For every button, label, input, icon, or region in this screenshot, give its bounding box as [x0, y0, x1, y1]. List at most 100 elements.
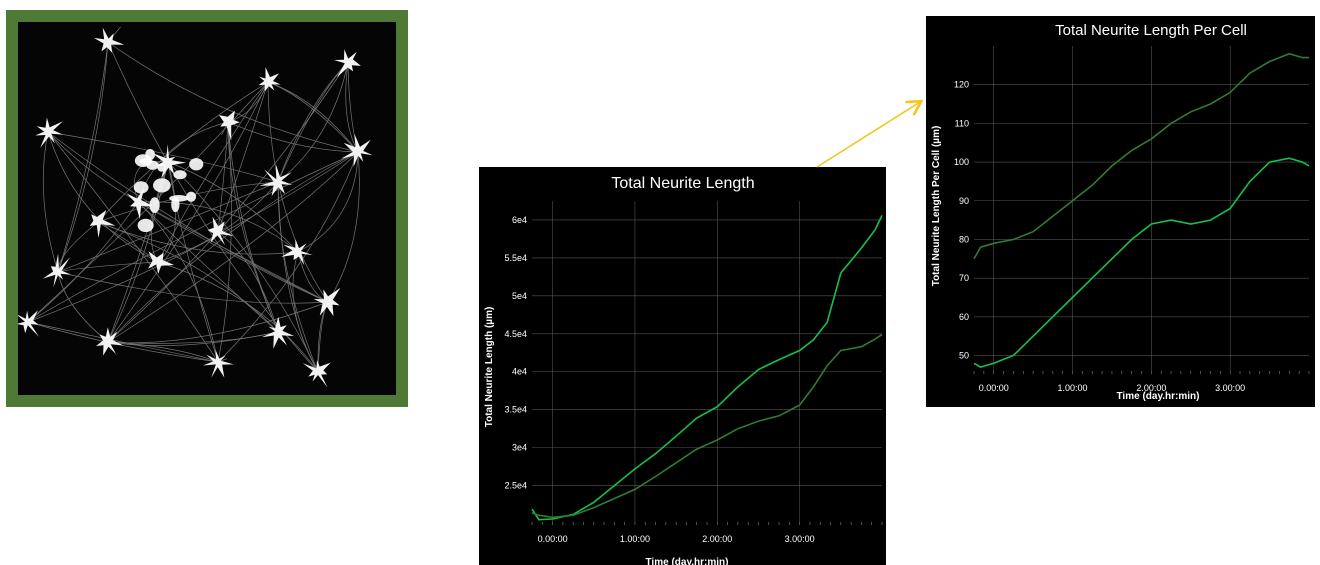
x-axis-label: Time (day.hr:min)	[646, 557, 729, 565]
neurite	[217, 81, 269, 233]
x-tick-label: 1.00:00	[620, 534, 650, 544]
cell-body	[219, 110, 240, 141]
chart-title: Total Neurite Length	[611, 175, 754, 192]
y-tick-label: 100	[954, 157, 969, 167]
cell-cluster-blob	[146, 160, 159, 170]
cell-body	[302, 360, 331, 388]
cell-cluster-blob	[157, 163, 166, 172]
neurite	[47, 131, 159, 263]
neurite	[277, 181, 319, 373]
neurite	[137, 201, 279, 333]
neurite-length-per-cell-chart: Total Neurite Length Per Cell Time (day.…	[926, 16, 1315, 407]
cell-body	[152, 144, 187, 179]
neurite	[227, 121, 279, 333]
cell-body	[202, 349, 234, 378]
x-tick-label: 3.00:00	[785, 534, 815, 544]
cell-body	[207, 216, 234, 246]
neurite	[217, 231, 279, 333]
neurite	[57, 41, 109, 273]
neurite	[47, 131, 219, 363]
y-tick-label: 50	[959, 351, 969, 361]
neurite	[137, 201, 299, 253]
y-tick-label: 80	[959, 234, 969, 244]
cell-body	[126, 187, 154, 220]
x-tick-label: 2.00:00	[702, 534, 732, 544]
neurite	[107, 331, 279, 344]
cell-cluster-blob	[169, 195, 189, 202]
chart-svg: Total Neurite Length Per Cell Time (day.…	[931, 22, 1310, 402]
neurite	[47, 131, 279, 183]
y-tick-label: 60	[959, 312, 969, 322]
y-tick-label: 3.5e4	[504, 405, 527, 415]
neurite	[167, 161, 299, 253]
cell-body	[148, 251, 175, 274]
neurite	[327, 151, 360, 303]
x-tick-label: 1.00:00	[1058, 383, 1088, 393]
neurite	[97, 221, 279, 333]
cell-body	[42, 253, 71, 287]
y-tick-label: 70	[959, 273, 969, 283]
x-axis-label: Time (day.hr:min)	[1117, 391, 1200, 402]
neurite	[57, 261, 159, 273]
cell-cluster-blob	[133, 181, 149, 194]
neurite	[57, 271, 329, 304]
neurite	[107, 41, 359, 153]
x-tick-label: 3.00:00	[1215, 383, 1245, 393]
y-tick-label: 3e4	[512, 443, 527, 453]
x-tick-label: 0.00:00	[538, 534, 568, 544]
cell-body	[281, 239, 313, 266]
cell-cluster-blob	[189, 158, 204, 171]
y-tick-label: 90	[959, 196, 969, 206]
y-tick-label: 4e4	[512, 367, 527, 377]
neurite	[57, 181, 279, 273]
cell-body	[341, 134, 373, 167]
neurite	[277, 61, 349, 183]
neurite	[137, 201, 329, 303]
x-tick-label: 0.00:00	[979, 383, 1009, 393]
neurite	[137, 201, 329, 303]
total-neurite-length-chart: Total Neurite Length Time (day.hr:min) T…	[479, 167, 886, 565]
neurite	[107, 61, 349, 343]
cell-body	[261, 316, 295, 349]
cell-cluster-blob	[145, 149, 156, 161]
chart-svg: Total Neurite Length Time (day.hr:min) T…	[484, 175, 883, 565]
neurite	[137, 201, 219, 363]
y-tick-label: 2.5e4	[504, 481, 527, 491]
neurite	[345, 61, 359, 153]
neurite	[47, 131, 329, 303]
cell-body	[334, 49, 361, 78]
cell-body	[258, 67, 281, 92]
cell-body	[96, 327, 124, 356]
neurite	[57, 271, 109, 343]
neurite	[277, 61, 349, 183]
neurite	[292, 251, 319, 373]
y-tick-label: 4.5e4	[504, 329, 527, 339]
y-axis-label: Total Neurite Length (µm)	[484, 307, 495, 428]
cell-body	[313, 287, 341, 317]
neurite	[27, 201, 139, 323]
y-tick-label: 120	[954, 80, 969, 90]
neurite	[97, 221, 299, 255]
y-tick-label: 5e4	[512, 291, 527, 301]
neurite	[297, 151, 359, 253]
cell-cluster-blob	[186, 191, 197, 202]
cell-body	[93, 27, 125, 53]
cell-cluster-blob	[149, 197, 160, 213]
neurite	[107, 81, 269, 343]
cell-body	[18, 310, 39, 337]
y-tick-label: 5.5e4	[504, 253, 527, 263]
y-axis-label: Total Neurite Length Per Cell (µm)	[931, 126, 942, 287]
arrow-line	[816, 102, 920, 168]
neurite	[267, 81, 359, 153]
x-tick-label: 2.00:00	[1136, 383, 1166, 393]
series-line-1	[531, 215, 883, 521]
neurite	[277, 61, 349, 183]
neurite	[217, 121, 229, 233]
neurite	[97, 81, 269, 223]
cell-cluster-blob	[153, 178, 171, 193]
cell-body	[35, 117, 63, 148]
y-tick-label: 110	[955, 118, 969, 128]
neurite	[27, 151, 359, 323]
neurite	[267, 81, 329, 303]
chart-title: Total Neurite Length Per Cell	[1055, 22, 1247, 39]
